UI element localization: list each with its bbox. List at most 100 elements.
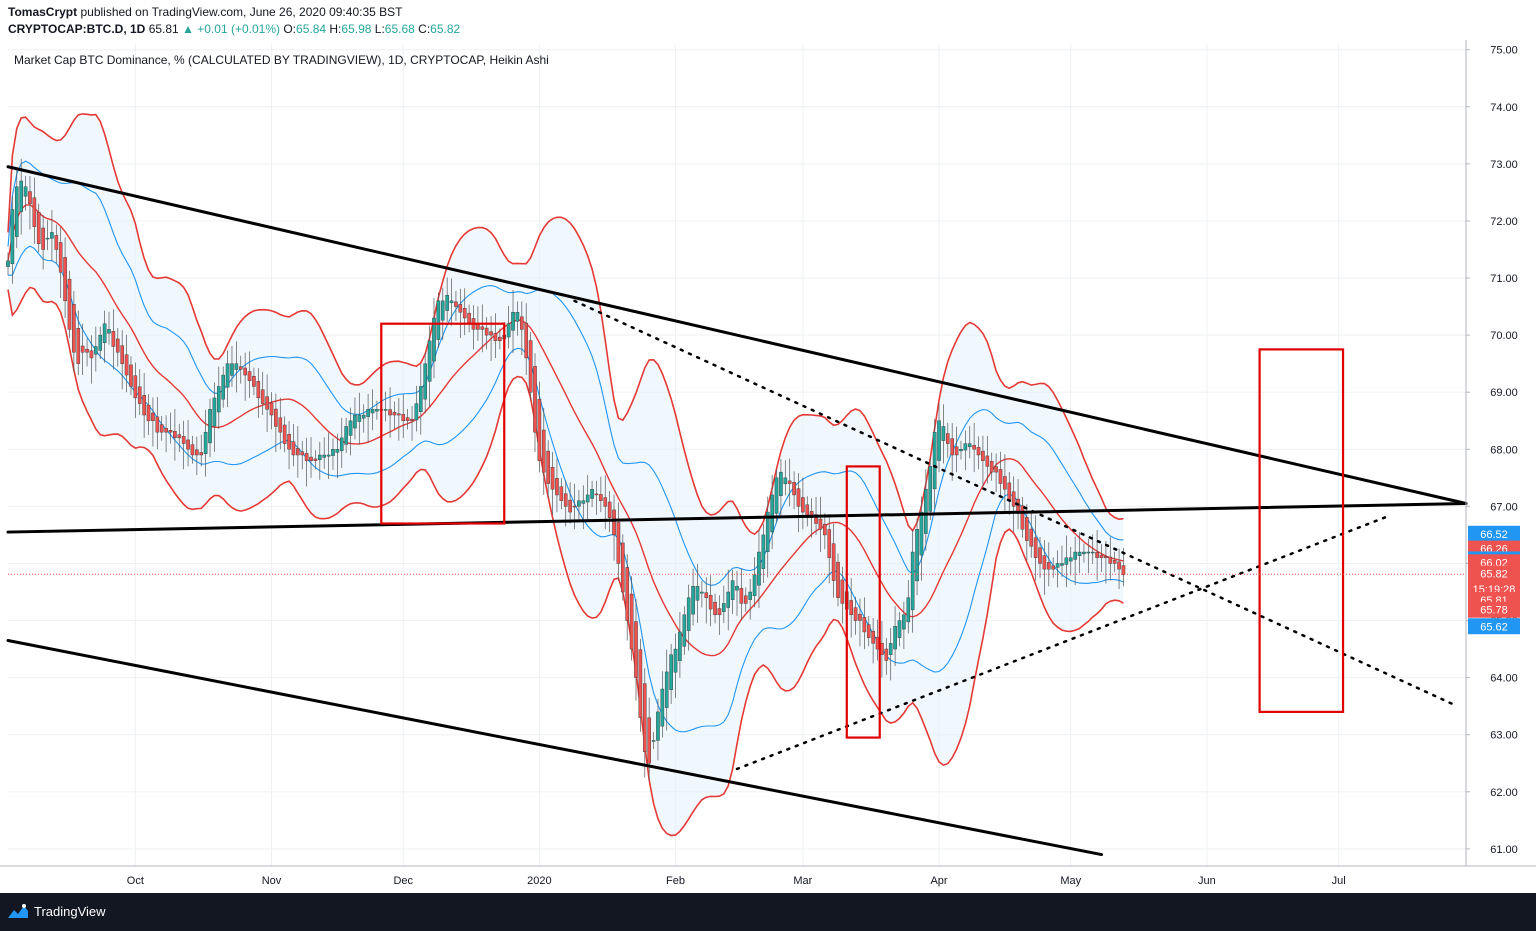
low-label: L: [374, 22, 385, 36]
candle-body [339, 437, 344, 452]
candle-body [932, 431, 937, 490]
candle-body [722, 603, 726, 612]
candle-body [322, 454, 326, 458]
bollinger-upper-band [7, 113, 1124, 536]
candle-body [397, 413, 401, 416]
candle-body [344, 426, 348, 445]
candle-body [954, 446, 959, 456]
symbol-name[interactable]: CRYPTOCAP:BTC.D, 1D [8, 22, 146, 36]
candle-body [304, 453, 309, 461]
candle-body [581, 500, 586, 504]
highlight-box-march [845, 465, 881, 739]
tradingview-logo-icon[interactable] [6, 903, 30, 921]
candle-body [910, 551, 915, 611]
candle-body [98, 334, 103, 351]
candle-body [752, 574, 757, 597]
candle-body [313, 458, 318, 461]
candle-body [779, 471, 783, 496]
candle-body [445, 294, 449, 311]
price-label-text: 65.78 [1480, 605, 1508, 617]
candle-body [985, 455, 990, 467]
candle-body [1011, 491, 1016, 507]
footer-bar: TradingView [0, 893, 1536, 931]
time-tick-label: Oct [127, 875, 144, 887]
price-tick-label: 67.00 [1490, 501, 1518, 513]
candle-body [678, 631, 682, 661]
candle-body [1055, 563, 1060, 568]
candle-body [801, 497, 805, 513]
candle-body [761, 534, 766, 569]
candle-body [89, 350, 94, 359]
candle-body [884, 648, 889, 661]
candle-body [1121, 565, 1126, 576]
last-price: 65.81 [148, 22, 179, 36]
candle-body [357, 414, 362, 422]
candle-body [247, 371, 252, 381]
candle-body [366, 409, 370, 417]
high-label: H: [329, 22, 342, 36]
candle-body [673, 648, 678, 673]
candle-body [1068, 557, 1073, 562]
candle-body [594, 493, 599, 496]
candle-body [168, 430, 173, 433]
candle-body [1082, 551, 1086, 555]
candle-body [937, 420, 941, 461]
candle-body [102, 323, 107, 343]
candle-body [555, 478, 559, 496]
candle-body [1060, 563, 1064, 566]
candle-body [739, 588, 744, 604]
time-axis[interactable]: Oct Nov Dec 2020 Feb Mar Apr May Jun Jul [0, 865, 1536, 887]
candle-body [111, 331, 116, 347]
author-name[interactable]: TomasCrypt [8, 5, 78, 19]
candle-body [107, 329, 111, 334]
candle-body [981, 450, 985, 461]
price-tick-label: 74.00 [1490, 102, 1518, 114]
candle-body [19, 180, 23, 212]
candle-body [546, 450, 550, 484]
candle-body [484, 327, 489, 336]
candle-body [1003, 476, 1007, 490]
candle-body [563, 493, 568, 507]
price-tick-label: 69.00 [1490, 387, 1518, 399]
candle-body [915, 529, 919, 582]
candle-body [269, 402, 274, 416]
candle-body [906, 597, 911, 623]
candle-body [664, 671, 669, 708]
price-tick-label: 63.00 [1490, 730, 1518, 742]
candle-body [287, 434, 291, 450]
candle-body [432, 317, 436, 362]
candle-body [67, 278, 72, 330]
bollinger-middle-band [7, 204, 1124, 657]
candle-body [550, 467, 555, 490]
candle-body [36, 211, 41, 244]
candle-body [577, 500, 581, 507]
candle-body [300, 451, 305, 456]
tradingview-brand[interactable]: TradingView [34, 904, 106, 919]
candle-body [616, 522, 621, 564]
candle-body [45, 237, 50, 240]
candle-body [458, 304, 463, 313]
candle-body [137, 386, 142, 404]
price-tick-label: 64.00 [1490, 673, 1518, 685]
candle-body [423, 363, 427, 400]
candle-body [203, 431, 208, 454]
candle-body [590, 489, 594, 499]
time-tick-label: Nov [262, 875, 282, 887]
candle-body [700, 591, 704, 594]
candle-body [225, 363, 230, 388]
price-label-text: 65.82 [1480, 569, 1508, 581]
candle-body [383, 409, 388, 411]
candle-body [823, 523, 827, 536]
price-label-badge [1468, 618, 1520, 635]
candle-body [6, 260, 10, 267]
candle-body [58, 242, 63, 273]
candle-body [142, 395, 146, 416]
candle-body [151, 412, 155, 421]
candle-body [537, 399, 542, 461]
price-axis[interactable]: 75.00 74.00 73.00 72.00 71.00 70.00 69.00 68.00… [1465, 40, 1520, 866]
price-tick-label: 72.00 [1490, 216, 1518, 228]
candle-body [318, 454, 322, 460]
price-label-text: 66.52 [1480, 529, 1508, 541]
price-chart[interactable]: Market Cap BTC Dominance, % (CALCULATED … [0, 40, 1536, 893]
candle-body [256, 381, 261, 399]
